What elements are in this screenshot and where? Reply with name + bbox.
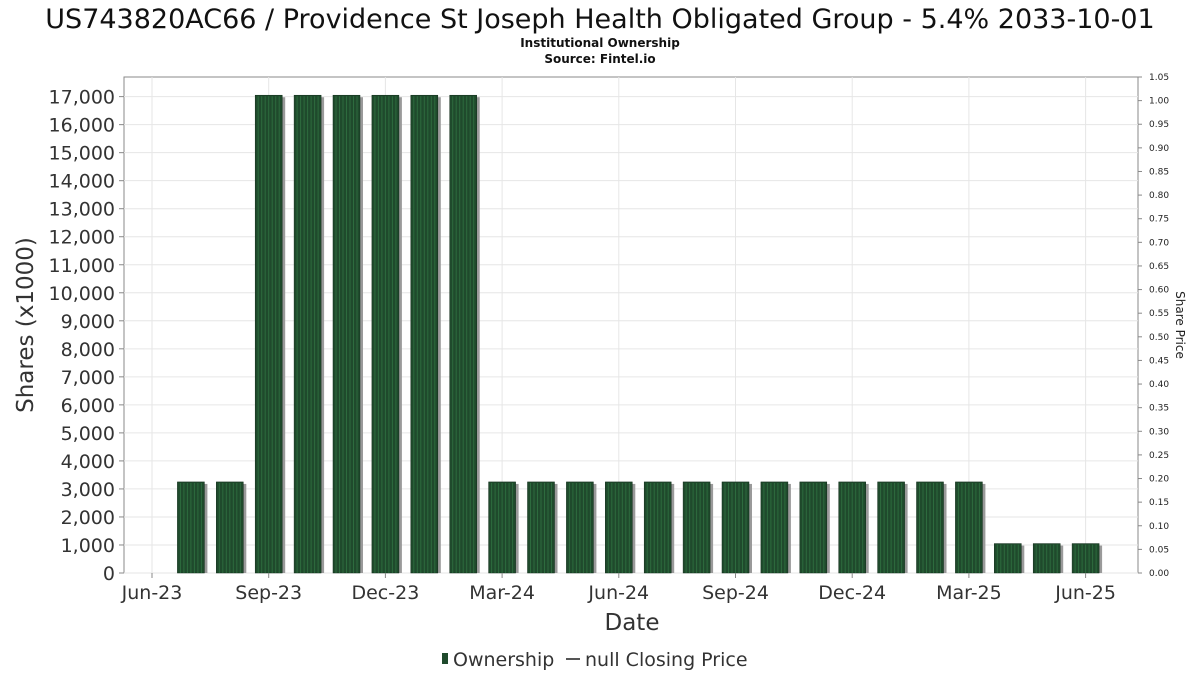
chart-subtitle: Institutional Ownership xyxy=(520,36,680,50)
right-tick-label: 0.05 xyxy=(1149,545,1169,555)
right-tick-label: 0.45 xyxy=(1149,356,1169,366)
y-tick-label: 15,000 xyxy=(49,143,115,165)
legend-price-label: null Closing Price xyxy=(585,649,748,671)
y-tick-label: 4,000 xyxy=(61,451,115,473)
legend-ownership-label: Ownership xyxy=(453,649,554,671)
x-axis-label: Date xyxy=(605,610,660,636)
right-tick-label: 0.40 xyxy=(1149,380,1169,390)
right-tick-label: 0.65 xyxy=(1149,262,1169,272)
y-tick-label: 8,000 xyxy=(61,339,115,361)
right-tick-label: 0.70 xyxy=(1149,238,1169,248)
y-tick-label: 6,000 xyxy=(61,395,115,417)
chart-title: US743820AC66 / Providence St Joseph Heal… xyxy=(45,4,1154,35)
y-tick-label: 1,000 xyxy=(61,535,115,557)
y-tick-label: 14,000 xyxy=(49,171,115,193)
x-tick-label: Jun-25 xyxy=(1054,582,1116,604)
right-tick-label: 0.15 xyxy=(1149,498,1169,508)
right-tick-label: 0.95 xyxy=(1149,120,1169,130)
right-tick-label: 0.20 xyxy=(1149,475,1169,485)
legend-ownership-swatch xyxy=(442,653,448,664)
right-tick-label: 0.10 xyxy=(1149,522,1169,532)
y-tick-label: 12,000 xyxy=(49,227,115,249)
right-tick-label: 1.05 xyxy=(1149,73,1169,83)
legend: Ownership null Closing Price xyxy=(442,649,748,671)
y-tick-label: 16,000 xyxy=(49,115,115,137)
right-tick-label: 0.80 xyxy=(1149,191,1169,201)
right-tick-label: 0.85 xyxy=(1149,167,1169,177)
right-tick-label: 0.90 xyxy=(1149,144,1169,154)
y-tick-label: 5,000 xyxy=(61,423,115,445)
y-tick-label: 2,000 xyxy=(61,507,115,529)
x-tick-label: Jun-24 xyxy=(587,582,649,604)
x-tick-label: Mar-25 xyxy=(936,582,1002,604)
x-tick-label: Dec-24 xyxy=(818,582,886,604)
right-tick-label: 0.25 xyxy=(1149,451,1169,461)
y-tick-label: 7,000 xyxy=(61,367,115,389)
y-axis-ticks: 0 1,000 2,000 3,000 4,000 5,000 6,000 7,000 8,00… xyxy=(49,87,124,585)
right-tick-label: 1.00 xyxy=(1149,97,1169,107)
right-axis-label: Share Price xyxy=(1173,291,1187,359)
y-tick-label: 0 xyxy=(103,563,115,585)
y-tick-label: 10,000 xyxy=(49,283,115,305)
x-tick-label: Dec-23 xyxy=(351,582,419,604)
right-tick-label: 0.55 xyxy=(1149,309,1169,319)
chart-source: Source: Fintel.io xyxy=(544,52,655,66)
y-tick-label: 3,000 xyxy=(61,479,115,501)
right-tick-label: 0.50 xyxy=(1149,333,1169,343)
right-axis-ticks: 0.00 0.05 0.10 0.15 0.20 0.25 0.30 0.35 0.40 0.45… xyxy=(1138,73,1169,579)
right-tick-label: 0.75 xyxy=(1149,215,1169,225)
y-tick-label: 17,000 xyxy=(49,87,115,109)
right-tick-label: 0.60 xyxy=(1149,286,1169,296)
x-tick-label: Sep-24 xyxy=(702,582,769,604)
x-tick-label: Jun-23 xyxy=(121,582,183,604)
y-tick-label: 9,000 xyxy=(61,311,115,333)
y-tick-label: 11,000 xyxy=(49,255,115,277)
right-tick-label: 0.00 xyxy=(1149,569,1169,579)
bars-group xyxy=(177,94,1103,574)
y-tick-label: 13,000 xyxy=(49,199,115,221)
y-axis-label: Shares (x1000) xyxy=(13,237,39,413)
right-tick-label: 0.30 xyxy=(1149,427,1169,437)
x-tick-label: Mar-24 xyxy=(469,582,535,604)
x-axis-ticks: Jun-23 Sep-23 Dec-23 Mar-24 Jun-24 Sep-24 Dec-… xyxy=(121,573,1116,604)
right-tick-label: 0.35 xyxy=(1149,404,1169,414)
x-tick-label: Sep-23 xyxy=(235,582,302,604)
